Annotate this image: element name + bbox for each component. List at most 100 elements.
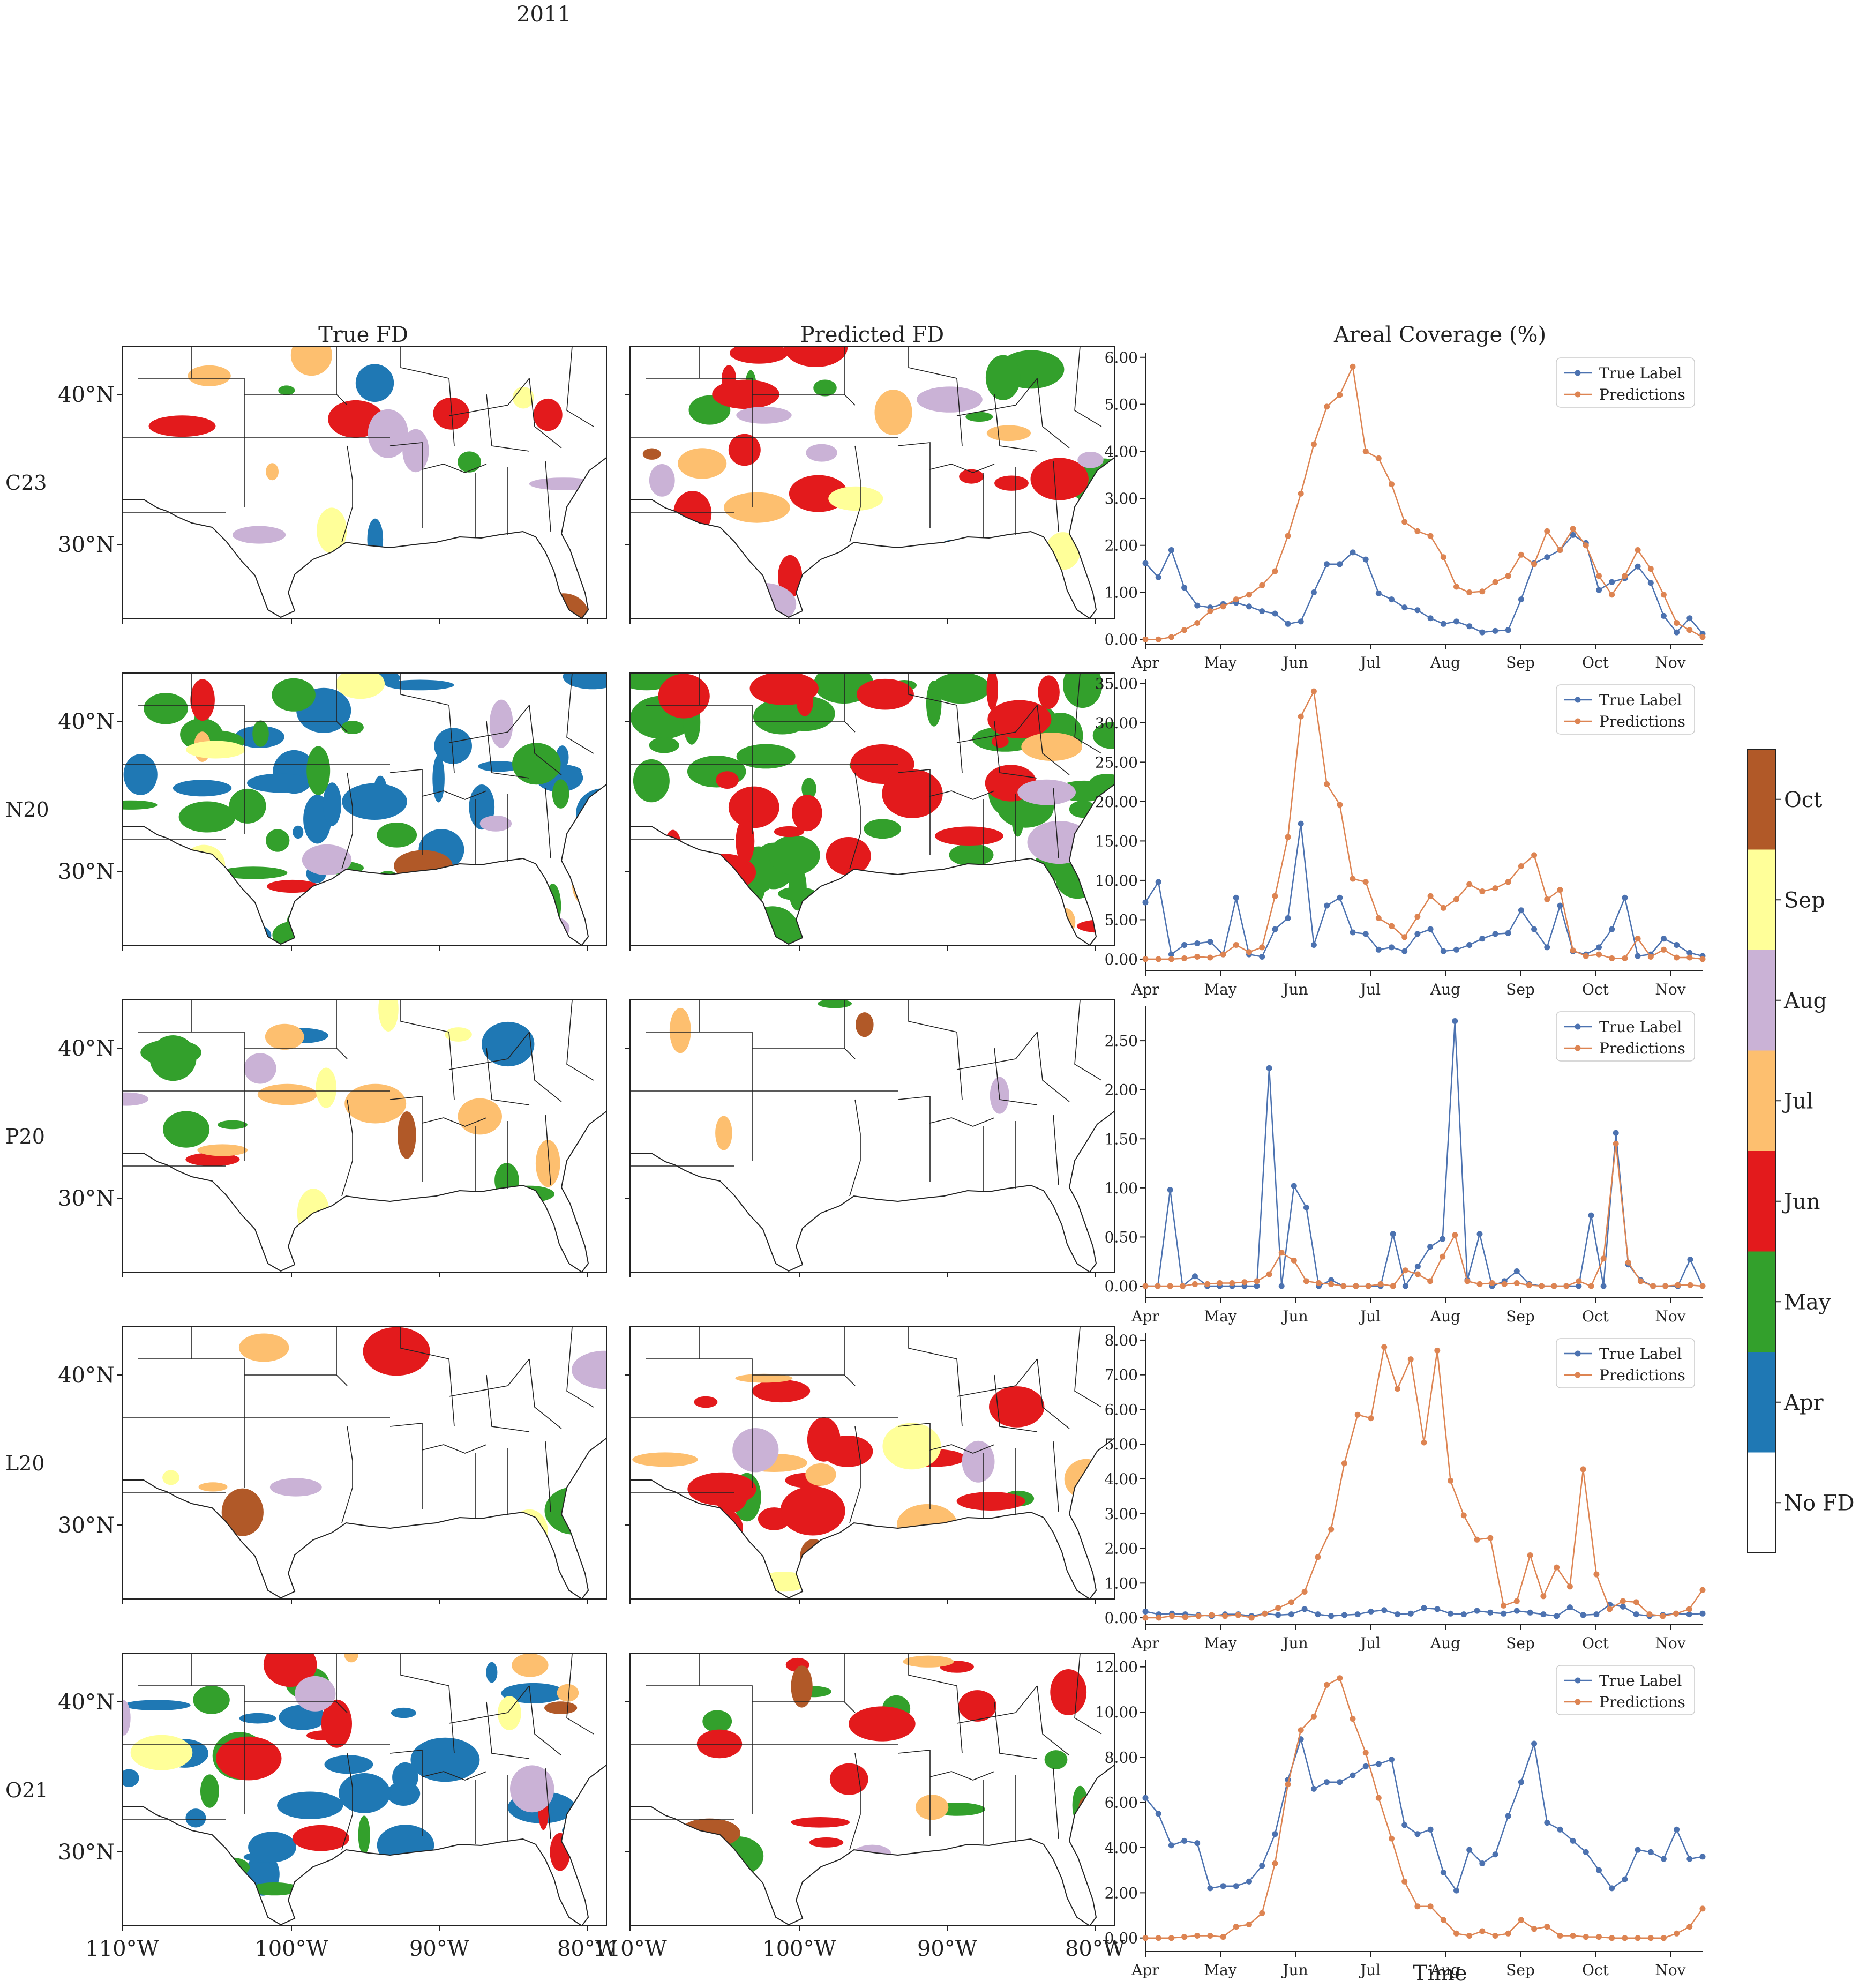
data-point (1570, 526, 1576, 532)
fd-patch-jul (987, 571, 1038, 602)
data-point (1673, 1610, 1679, 1617)
map-frame (629, 1326, 1115, 1600)
data-point (1635, 936, 1641, 942)
y-tick-label: 0.00 (1105, 631, 1138, 648)
colorbar-swatch-aug (1748, 950, 1775, 1051)
data-point (1168, 1935, 1174, 1941)
data-point (1390, 1231, 1396, 1237)
state-border (908, 346, 957, 379)
data-point (1452, 1232, 1458, 1238)
data-point (1440, 1253, 1446, 1260)
colorbar-swatch-jul (1748, 1050, 1775, 1151)
data-point (1427, 615, 1434, 622)
fd-patch-apr (482, 1021, 535, 1067)
fd-patch-may (683, 909, 703, 945)
data-point (1303, 1205, 1309, 1210)
data-point (1291, 1183, 1297, 1189)
fd-patch-jun (897, 906, 935, 929)
y-tick-label: 15.00 (1095, 832, 1138, 850)
drought-patch-group (122, 1000, 560, 1272)
fd-patch-aug (122, 1700, 131, 1736)
state-border (389, 769, 487, 800)
state-border (138, 1358, 245, 1488)
data-point (1220, 951, 1226, 958)
data-point (1466, 1933, 1473, 1939)
data-point (1194, 954, 1201, 960)
state-border (566, 999, 594, 1081)
data-point (1315, 1611, 1321, 1618)
fd-patch-may (965, 412, 993, 422)
data-point (1609, 955, 1615, 961)
data-point (1635, 563, 1641, 570)
y-tick-label: 7.00 (1105, 1366, 1138, 1384)
fd-patch-oct (434, 1877, 475, 1922)
chart-p20: 0.00 0.50 1.00 1.50 2.00 2.50 Apr May Jun Jul Aug S… (1105, 1006, 1706, 1325)
data-point (1291, 1257, 1297, 1264)
fd-patch-may (955, 879, 977, 889)
data-point (1259, 954, 1265, 960)
coastline (122, 1653, 607, 1927)
y-tick-label: 8.00 (1105, 1748, 1138, 1766)
fd-patch-aug (394, 1229, 414, 1268)
data-point (1217, 1280, 1223, 1286)
data-point (1699, 1610, 1706, 1617)
state-border (897, 1423, 995, 1454)
fd-patch-sep (399, 930, 462, 945)
x-tick-label: Sep (1506, 1634, 1535, 1652)
data-point (1474, 1608, 1480, 1614)
data-point (1194, 1933, 1201, 1939)
data-point (1194, 1840, 1201, 1847)
fd-patch-may (633, 759, 670, 803)
fd-patch-may (693, 908, 757, 945)
row-label-o21: O21 (5, 1778, 48, 1802)
fd-patch-apr (401, 901, 422, 923)
state-border (545, 460, 551, 532)
data-point (1635, 1847, 1641, 1853)
fd-patch-jun (856, 678, 914, 710)
data-point (1699, 1854, 1706, 1860)
map-true-l20: 40°N 30°N (58, 1326, 607, 1604)
row-label-l20: L20 (5, 1452, 45, 1475)
legend-marker (1575, 1350, 1581, 1357)
y-tick-label: 12.00 (1095, 1658, 1138, 1676)
y-tick-label: 3.00 (1105, 1505, 1138, 1523)
data-point (1674, 954, 1680, 961)
data-point (1576, 1278, 1582, 1284)
lat-label: 40°N (58, 1036, 115, 1061)
data-point (1402, 1267, 1408, 1274)
fd-patch-may (122, 911, 169, 945)
data-point (1660, 1935, 1667, 1941)
data-point (1350, 363, 1356, 370)
fd-patch-may (250, 1882, 299, 1896)
fd-patch-jul (669, 1007, 691, 1053)
fd-patch-jun (774, 826, 805, 838)
drought-patch-group (669, 1000, 1009, 1272)
data-point (1195, 1613, 1202, 1619)
x-tick-label: Nov (1655, 981, 1685, 998)
data-point (1518, 863, 1524, 869)
fd-patch-may (932, 673, 990, 704)
y-tick-label: 1.00 (1105, 584, 1138, 601)
data-point (1620, 1598, 1626, 1604)
data-point (1142, 1283, 1149, 1289)
data-point (1181, 1934, 1188, 1940)
legend-marker (1575, 1677, 1581, 1684)
data-point (1448, 1610, 1453, 1617)
y-tick-label: 10.00 (1095, 872, 1138, 890)
data-point (1479, 936, 1486, 942)
state-border (908, 1654, 957, 1686)
data-point (1453, 1887, 1459, 1894)
fd-patch-jun (780, 1486, 845, 1536)
fd-patch-may (926, 681, 942, 727)
data-point (1686, 615, 1693, 622)
state-border (389, 1423, 487, 1454)
fd-patch-may (649, 737, 679, 753)
fd-patch-jul (1064, 1459, 1108, 1499)
fd-patch-sep (317, 507, 347, 554)
state-border (994, 1374, 1038, 1432)
data-point (1593, 1571, 1600, 1578)
state-border (956, 1358, 1038, 1397)
data-point (1647, 566, 1654, 572)
data-point (1580, 1466, 1586, 1473)
fd-patch-jul (915, 1795, 949, 1820)
